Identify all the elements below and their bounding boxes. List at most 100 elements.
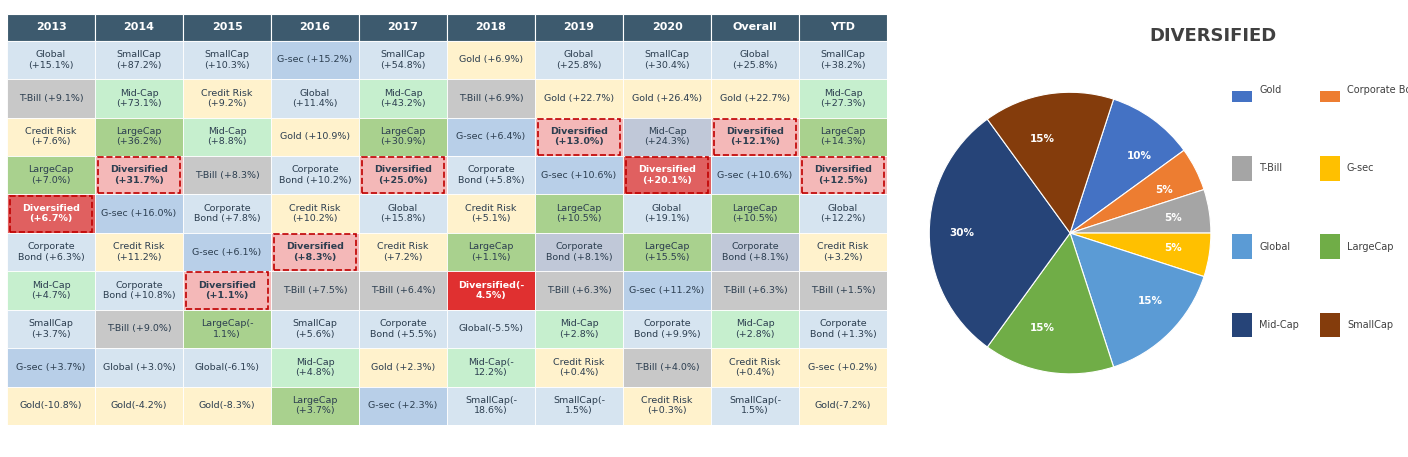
Text: Global(-5.5%): Global(-5.5%) [459, 324, 524, 334]
Bar [448, 348, 535, 387]
Bar [7, 233, 96, 271]
Text: Gold (+2.3%): Gold (+2.3%) [370, 363, 435, 372]
Bar [272, 156, 359, 194]
Bar [186, 272, 269, 308]
Text: Mid-Cap: Mid-Cap [1259, 320, 1300, 330]
Bar [535, 117, 622, 156]
Text: Credit Risk
(+11.2%): Credit Risk (+11.2%) [114, 242, 165, 262]
Bar [711, 271, 800, 310]
Bar [711, 117, 800, 156]
Text: Credit Risk
(+7.2%): Credit Risk (+7.2%) [377, 242, 428, 262]
Text: Corporate
Bond (+7.8%): Corporate Bond (+7.8%) [194, 204, 260, 223]
Bar [1232, 313, 1252, 337]
Text: G-sec (+10.6%): G-sec (+10.6%) [718, 170, 793, 180]
Text: 2015: 2015 [211, 22, 242, 32]
Bar [272, 233, 359, 271]
Bar [711, 194, 800, 233]
Bar [183, 233, 270, 271]
Text: T-Bill (+9.1%): T-Bill (+9.1%) [18, 94, 83, 103]
Text: Gold: Gold [1259, 85, 1281, 95]
Text: G-sec (+16.0%): G-sec (+16.0%) [101, 209, 176, 218]
Bar [800, 310, 887, 348]
Bar [96, 271, 183, 310]
Bar [97, 157, 180, 193]
Text: G-sec (+3.7%): G-sec (+3.7%) [17, 363, 86, 372]
Bar [448, 117, 535, 156]
Text: Global
(+12.2%): Global (+12.2%) [821, 204, 866, 223]
Bar [622, 348, 711, 387]
Bar [1232, 78, 1252, 102]
Bar [801, 157, 884, 193]
Bar [711, 79, 800, 117]
Bar [535, 310, 622, 348]
Text: 5%: 5% [1164, 243, 1183, 253]
Bar [359, 194, 448, 233]
Bar [535, 271, 622, 310]
Text: Credit Risk
(+10.2%): Credit Risk (+10.2%) [290, 204, 341, 223]
Text: G-sec (+11.2%): G-sec (+11.2%) [629, 286, 704, 295]
Bar [535, 348, 622, 387]
Text: Global
(+25.8%): Global (+25.8%) [556, 50, 601, 69]
Text: Diversified
(+6.7%): Diversified (+6.7%) [23, 204, 80, 223]
Bar [622, 310, 711, 348]
Text: G-sec (+6.1%): G-sec (+6.1%) [193, 248, 262, 256]
Text: 15%: 15% [1031, 323, 1055, 333]
Bar [359, 387, 448, 425]
Text: Corporate
Bond (+8.1%): Corporate Bond (+8.1%) [546, 242, 612, 262]
Bar [7, 117, 96, 156]
Text: Mid-Cap
(+24.3%): Mid-Cap (+24.3%) [645, 127, 690, 146]
Bar [7, 348, 96, 387]
Bar [448, 310, 535, 348]
Bar [96, 41, 183, 79]
Bar [359, 271, 448, 310]
Bar [96, 348, 183, 387]
Text: Credit Risk
(+3.2%): Credit Risk (+3.2%) [818, 242, 869, 262]
Bar [711, 348, 800, 387]
Text: T-Bill (+6.3%): T-Bill (+6.3%) [546, 286, 611, 295]
Text: Diversified
(+25.0%): Diversified (+25.0%) [375, 165, 432, 185]
Text: Diversified
(+1.1%): Diversified (+1.1%) [199, 281, 256, 300]
Text: Diversified
(+12.5%): Diversified (+12.5%) [814, 165, 872, 185]
Bar [96, 194, 183, 233]
Bar [622, 271, 711, 310]
Text: Credit Risk
(+0.3%): Credit Risk (+0.3%) [642, 396, 693, 415]
Bar [622, 41, 711, 79]
Bar [800, 194, 887, 233]
Text: G-sec (+15.2%): G-sec (+15.2%) [277, 55, 352, 64]
Bar [448, 387, 535, 425]
Bar [96, 79, 183, 117]
Text: SmallCap
(+10.3%): SmallCap (+10.3%) [204, 50, 249, 69]
Text: Overall: Overall [732, 22, 777, 32]
Wedge shape [1070, 190, 1211, 233]
Text: Diversified
(+31.7%): Diversified (+31.7%) [110, 165, 168, 185]
Bar [622, 117, 711, 156]
Bar [96, 233, 183, 271]
Bar [359, 79, 448, 117]
Text: Gold(-8.3%): Gold(-8.3%) [199, 401, 255, 410]
Bar [272, 271, 359, 310]
Bar [96, 310, 183, 348]
Bar [183, 387, 270, 425]
Text: Global
(+15.1%): Global (+15.1%) [28, 50, 73, 69]
Bar [10, 196, 93, 232]
Text: SmallCap(-
18.6%): SmallCap(- 18.6%) [465, 396, 517, 415]
Text: Credit Risk
(+9.2%): Credit Risk (+9.2%) [201, 89, 252, 108]
Text: T-Bill (+6.9%): T-Bill (+6.9%) [459, 94, 524, 103]
Bar [800, 348, 887, 387]
Text: G-sec: G-sec [1347, 163, 1374, 173]
Bar [272, 14, 359, 41]
Wedge shape [929, 119, 1070, 347]
Bar [96, 387, 183, 425]
Bar [272, 41, 359, 79]
Bar [183, 271, 270, 310]
Text: Global
(+11.4%): Global (+11.4%) [293, 89, 338, 108]
Bar [625, 157, 708, 193]
Bar [7, 79, 96, 117]
Text: Credit Risk
(+0.4%): Credit Risk (+0.4%) [553, 358, 604, 377]
Wedge shape [987, 92, 1114, 233]
Text: Gold(-7.2%): Gold(-7.2%) [815, 401, 872, 410]
Wedge shape [987, 233, 1114, 374]
Bar [622, 14, 711, 41]
Text: LargeCap
(+1.1%): LargeCap (+1.1%) [469, 242, 514, 262]
Bar [7, 271, 96, 310]
